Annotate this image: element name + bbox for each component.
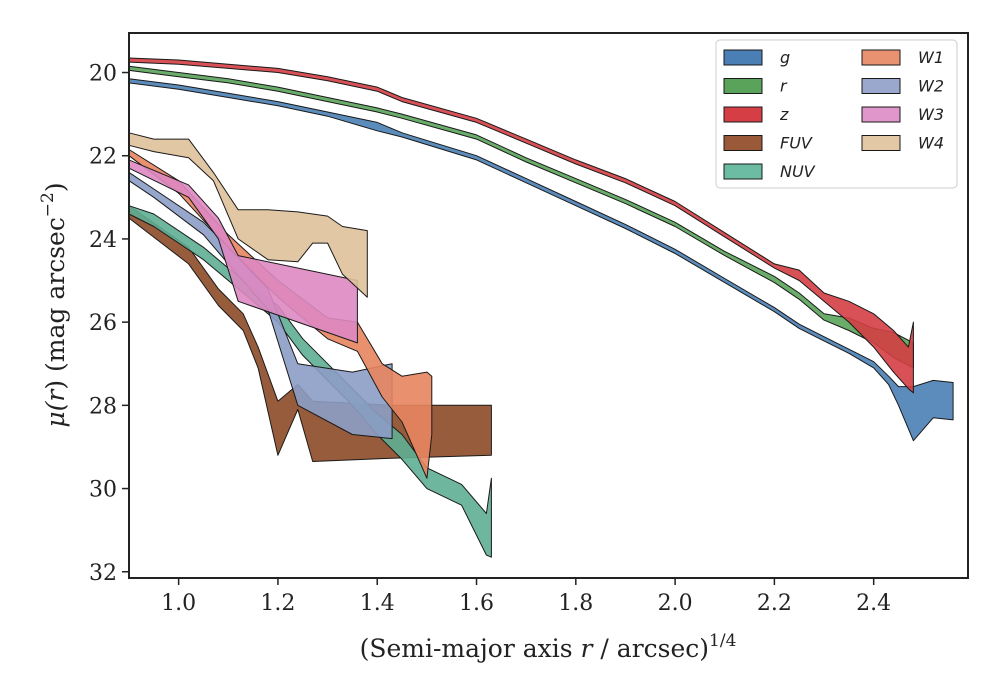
legend-label-w1: W1	[918, 48, 944, 67]
x-tick-label: 1.2	[260, 591, 295, 616]
x-tick-label: 2.2	[757, 591, 792, 616]
legend-label-r: r	[780, 77, 788, 96]
legend-swatch-w1	[861, 49, 901, 66]
legend-swatch-w4	[861, 135, 901, 151]
y-tick-label: 22	[89, 145, 117, 170]
x-tick-label: 1.4	[360, 591, 395, 616]
legend: grz FUV NUV W1 W2 W3 W4	[715, 39, 958, 189]
x-tick-label: 2.0	[658, 591, 693, 616]
legend-swatch-nuv	[723, 163, 763, 180]
surface-brightness-bands	[128, 57, 954, 558]
x-axis-label: (Semi-major axis r / arcsec)1/4	[360, 631, 737, 663]
legend-label-z: z	[779, 105, 789, 124]
legend-swatch-w2	[861, 78, 901, 94]
y-axis-label: μ(r) (mag arcsec−2)	[38, 182, 70, 427]
y-tick-label: 32	[89, 561, 117, 586]
band-w3	[128, 159, 358, 344]
legend-swatch-z	[723, 106, 763, 123]
x-tick-label: 1.8	[558, 591, 593, 616]
legend-label-w4: W4	[918, 134, 944, 153]
y-tick-label: 20	[89, 62, 117, 87]
x-tick-label: 1.0	[161, 591, 196, 616]
y-tick-label: 24	[89, 228, 117, 253]
legend-label-w3: W3	[918, 105, 944, 124]
legend-label-g: g	[780, 48, 790, 67]
band-w4	[128, 132, 368, 298]
plot-frame	[128, 32, 969, 579]
legend-label-w2: W2	[918, 77, 944, 96]
band-g	[128, 78, 954, 442]
x-tick-label: 1.6	[459, 591, 494, 616]
legend-label-fuv: FUV	[780, 134, 813, 153]
legend-swatch-g	[723, 49, 763, 66]
legend-swatch-w3	[861, 106, 901, 123]
legend-swatch-r	[723, 78, 763, 94]
x-axis-ticks: 1.0 1.2 1.4 1.6 1.8 2.0 2.2 2.4	[161, 578, 891, 616]
legend-swatch-fuv	[723, 135, 763, 151]
band-z	[128, 57, 914, 394]
y-tick-label: 28	[89, 394, 117, 419]
y-tick-label: 26	[89, 311, 117, 336]
y-axis-ticks: 20 22 24 26 28 30 32	[89, 62, 129, 586]
x-tick-label: 2.4	[856, 591, 891, 616]
legend-label-nuv: NUV	[780, 162, 816, 181]
y-tick-label: 30	[89, 478, 117, 503]
